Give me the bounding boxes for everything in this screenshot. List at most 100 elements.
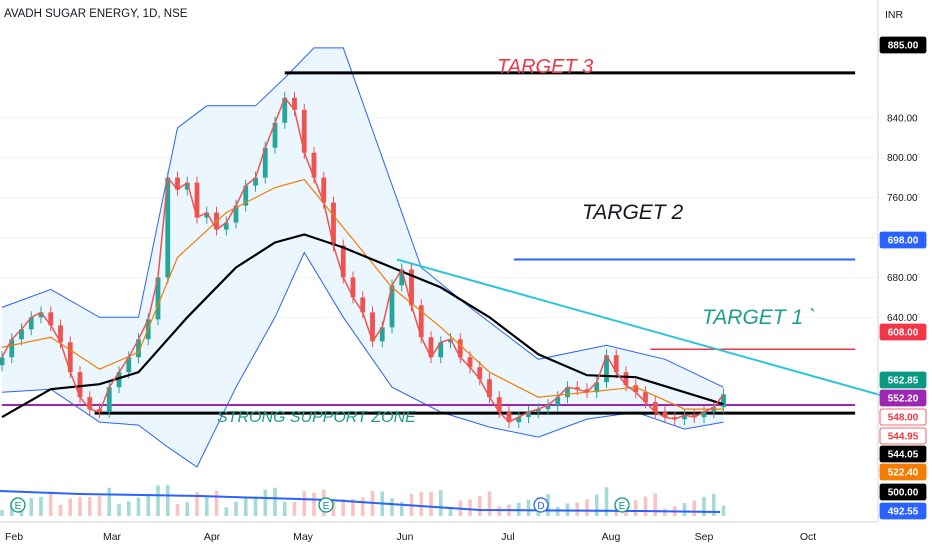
time-tick-label: Mar [103, 531, 122, 543]
price-tag [879, 389, 927, 407]
price-tag [879, 371, 927, 389]
candle-body [721, 394, 726, 408]
candle-body [643, 392, 648, 403]
band-fill [2, 47, 724, 468]
candle-body [652, 402, 658, 413]
event-marker [614, 497, 630, 513]
volume-bar [477, 496, 482, 516]
candle-body [565, 387, 570, 398]
volume-bar [429, 492, 433, 516]
time-tick-label: Oct [800, 531, 816, 543]
candle-body [9, 339, 15, 358]
candle-body [87, 397, 93, 410]
candle-body [555, 397, 561, 406]
volume-bar [0, 510, 4, 516]
candle-body [574, 387, 580, 390]
candle-body [682, 415, 687, 420]
volume-bar [165, 485, 170, 516]
price-tag [879, 445, 927, 463]
volume-bar [497, 506, 502, 516]
candle-body [662, 412, 668, 418]
candle-body [428, 337, 434, 358]
candle-body [321, 177, 327, 203]
trendline [396, 258, 885, 398]
price-tag-label: 492.55 [888, 507, 919, 518]
volume-bar [399, 502, 404, 516]
volume-bar [575, 502, 580, 516]
candle-body [350, 277, 356, 298]
support-zone-label: STRONG SUPPORT ZONE [217, 409, 416, 426]
volume-bar [243, 498, 248, 516]
volume-bar [438, 490, 443, 516]
event-marker [10, 497, 26, 513]
candle-body [691, 415, 697, 418]
volume-bar [604, 487, 609, 516]
candle-body [311, 152, 317, 178]
price-tag [879, 502, 927, 520]
long-moving-average [1, 233, 724, 419]
candle-body [438, 342, 444, 358]
volume-bar [117, 504, 121, 516]
volume-bar [351, 499, 355, 516]
price-tag [879, 36, 927, 54]
volume-bar [594, 494, 599, 516]
time-axis[interactable]: Feb Mar Apr May Jun Jul Aug Sep Oct [5, 531, 816, 543]
candle-body [262, 147, 268, 178]
candle-body [506, 412, 512, 423]
candle-body [106, 387, 112, 413]
price-tick-label: 640.00 [887, 313, 918, 324]
price-tag-label: 544.05 [888, 450, 919, 461]
price-tag [879, 483, 927, 501]
price-tag-label: 548.00 [888, 413, 919, 424]
candle-body [58, 325, 63, 343]
price-tag-label: 562.85 [888, 376, 919, 387]
candle-body [204, 212, 210, 218]
candle-body [399, 269, 405, 286]
volume-bar [185, 502, 190, 516]
candle-body [272, 122, 278, 148]
price-tag-label: 544.95 [888, 432, 919, 443]
close-price-line [1, 96, 725, 424]
volume-bar [214, 490, 219, 516]
candle-body [184, 182, 190, 190]
price-levels [2, 71, 885, 415]
candle-body [516, 417, 522, 423]
candle-body [701, 412, 707, 418]
candle-body [389, 285, 395, 328]
time-tick-label: Apr [204, 531, 221, 543]
candle-body [253, 177, 258, 186]
event-marker-label: E [619, 501, 626, 512]
price-tag [879, 231, 927, 249]
candle-body [0, 357, 5, 366]
candle-body [633, 385, 639, 393]
candle-body [594, 382, 600, 393]
target-1-label: TARGET 1 ` [702, 306, 816, 329]
candle-body [360, 297, 366, 313]
candle-body [496, 397, 502, 413]
price-tag-label: 552.20 [888, 394, 919, 405]
candle-body [613, 355, 619, 373]
candle-body [136, 339, 141, 358]
candle-body [155, 277, 161, 320]
candle-body [418, 305, 424, 338]
candle-body [379, 327, 385, 342]
candle-body [487, 379, 492, 398]
candle-body [672, 417, 678, 420]
volume-bar [29, 498, 34, 516]
volume-bar [711, 493, 716, 516]
volume-bar [692, 500, 697, 516]
volume-bar [292, 502, 297, 516]
time-tick-label: Feb [5, 531, 23, 543]
volume-bar [721, 505, 726, 516]
candle-body [584, 389, 590, 393]
band-upper-line [1, 47, 724, 388]
time-tick-label: Sep [695, 531, 714, 543]
volume-bar [204, 496, 209, 516]
volume-bar [585, 499, 589, 516]
event-marker [533, 497, 549, 513]
candle-body [282, 97, 288, 123]
volume-bar [39, 496, 43, 516]
price-tag-label: 522.40 [888, 468, 919, 479]
